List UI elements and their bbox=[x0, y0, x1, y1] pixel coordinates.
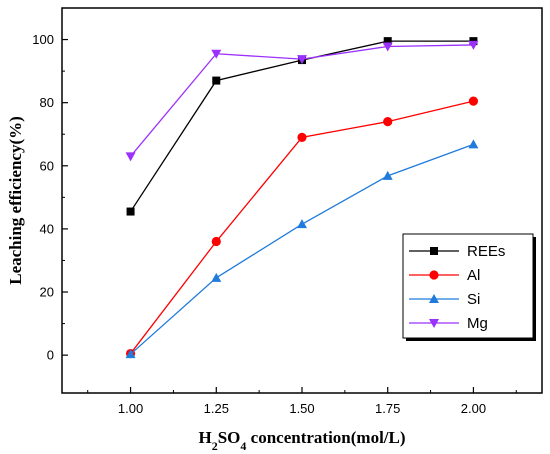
data-point bbox=[297, 132, 307, 142]
data-point bbox=[297, 219, 307, 229]
series-group bbox=[125, 37, 479, 359]
legend-marker bbox=[429, 270, 439, 280]
legend: REEs Al Si Mg bbox=[402, 233, 536, 341]
data-point bbox=[382, 42, 393, 52]
data-point bbox=[211, 272, 222, 282]
x-axis-title-post: concentration(mol/L) bbox=[246, 428, 405, 447]
data-point bbox=[212, 76, 221, 85]
y-tick-label: 60 bbox=[40, 158, 54, 173]
legend-marker bbox=[430, 247, 438, 255]
y-tick-label: 0 bbox=[47, 348, 54, 363]
series-line bbox=[130, 40, 474, 212]
legend-marker bbox=[429, 294, 439, 303]
y-tick-label: 40 bbox=[40, 221, 54, 236]
y-axis-title: Leaching efficiency(%) bbox=[6, 116, 25, 285]
x-tick-label: 1.50 bbox=[289, 401, 314, 416]
series-al bbox=[125, 96, 479, 359]
legend-item: Si bbox=[409, 291, 480, 308]
legend-item: Mg bbox=[409, 315, 488, 332]
legend-item: Al bbox=[409, 267, 480, 284]
data-point bbox=[126, 207, 135, 216]
data-point bbox=[468, 96, 479, 106]
x-axis-title-mid: SO bbox=[218, 428, 241, 447]
data-point bbox=[297, 55, 307, 65]
legend-label: Mg bbox=[467, 315, 488, 332]
legend-label: Si bbox=[467, 291, 480, 308]
series-si bbox=[125, 139, 479, 359]
data-point bbox=[383, 37, 392, 46]
x-tick-label: 1.75 bbox=[375, 401, 400, 416]
y-tick-label: 20 bbox=[40, 285, 54, 300]
x-tick-label: 2.00 bbox=[461, 401, 486, 416]
x-tick-label: 1.25 bbox=[204, 401, 229, 416]
x-tick-label: 1.00 bbox=[118, 401, 143, 416]
y-tick-label: 100 bbox=[32, 32, 54, 47]
plot-area: 0 20 40 60 80 100 1.00 1.25 1.50 1.75 2.00 bbox=[32, 7, 543, 416]
legend-label: REEs bbox=[467, 243, 505, 260]
data-point bbox=[125, 349, 136, 359]
data-point bbox=[211, 236, 221, 247]
legend-label: Al bbox=[467, 267, 480, 284]
data-point bbox=[468, 40, 479, 50]
data-point bbox=[468, 139, 479, 149]
series-mg bbox=[125, 40, 479, 162]
legend-marker bbox=[429, 319, 439, 328]
y-tick-label: 80 bbox=[40, 95, 54, 110]
data-point bbox=[211, 49, 222, 59]
legend-item: REEs bbox=[409, 243, 505, 260]
x-axis-title-pre: H bbox=[198, 428, 211, 447]
x-axis-title-sub1: 2 bbox=[212, 439, 218, 453]
data-point bbox=[382, 170, 393, 180]
data-point bbox=[125, 152, 136, 162]
data-point bbox=[383, 117, 393, 127]
x-axis-title: H2SO4 concentration(mol/L) bbox=[198, 428, 405, 453]
x-axis-title-sub2: 4 bbox=[240, 439, 246, 453]
